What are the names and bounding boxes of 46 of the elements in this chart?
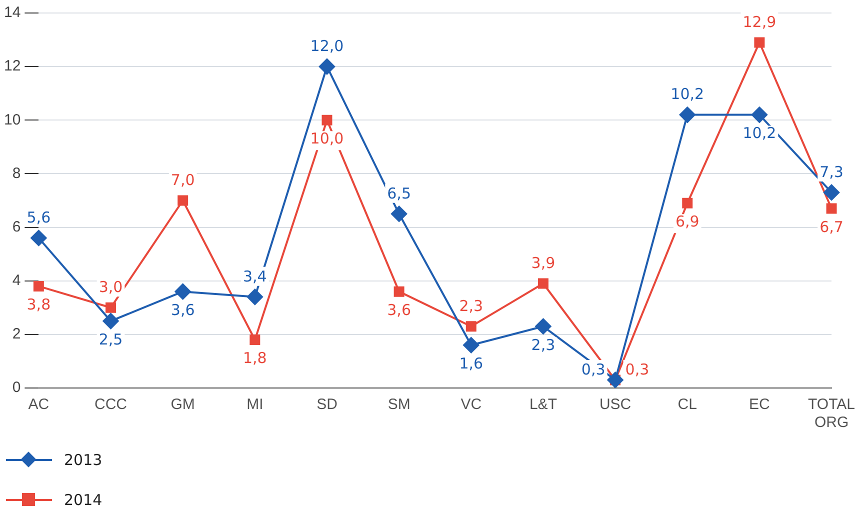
data-label: 3,8 <box>26 296 51 314</box>
x-tick-label: USC <box>599 396 632 414</box>
x-tick-label: CCC <box>94 396 128 414</box>
data-label: 3,6 <box>387 300 411 319</box>
y-tick-label: 0 <box>12 379 21 396</box>
data-label: 12,0 <box>310 36 344 55</box>
data-label: 3,0 <box>98 278 123 296</box>
data-label: 3,4 <box>242 267 267 286</box>
data-label: 10,0 <box>310 130 344 148</box>
x-tick-label: L&T <box>529 396 557 414</box>
y-tick-label: 10 <box>4 111 21 128</box>
data-label: 0,3 <box>625 360 650 378</box>
x-tick-label: CL <box>678 396 697 414</box>
y-tick-label: 6 <box>12 218 21 236</box>
data-label: 6,9 <box>675 212 700 231</box>
y-tick-label: 8 <box>12 164 21 182</box>
x-tick-label: AC <box>28 396 50 414</box>
data-label: 2,3 <box>459 296 484 315</box>
data-label: 6,5 <box>387 184 411 202</box>
data-label: 0,3 <box>581 360 606 378</box>
data-label: 6,7 <box>820 218 844 236</box>
data-label: 2,5 <box>98 330 123 348</box>
data-label: 1,6 <box>459 354 484 373</box>
data-label: 12,9 <box>742 12 776 31</box>
x-tick-label: EC <box>749 396 770 414</box>
data-label: 2,3 <box>531 336 556 354</box>
legend-label: 2014 <box>64 491 102 509</box>
y-tick-label: 2 <box>12 326 21 343</box>
data-label: 3,9 <box>531 254 556 272</box>
data-label: 5,6 <box>26 208 51 226</box>
y-tick-label: 12 <box>4 58 21 75</box>
x-tick-label: MI <box>246 396 264 414</box>
x-tick-label: SM <box>388 396 410 414</box>
y-tick-label: 4 <box>12 272 21 289</box>
data-label: 7,3 <box>820 162 844 181</box>
data-label: 10,2 <box>742 124 776 142</box>
data-label: 10,2 <box>670 85 704 104</box>
legend-label: 2013 <box>64 451 102 469</box>
y-tick-label: 14 <box>4 4 21 22</box>
data-label: 1,8 <box>242 349 267 368</box>
data-label: 3,6 <box>170 300 195 319</box>
x-tick-label: TOTAL ORG <box>808 396 856 432</box>
x-tick-label: VC <box>460 396 482 414</box>
x-tick-label: GM <box>170 396 195 414</box>
data-label: 7,0 <box>170 170 195 189</box>
x-tick-label: SD <box>316 396 338 414</box>
